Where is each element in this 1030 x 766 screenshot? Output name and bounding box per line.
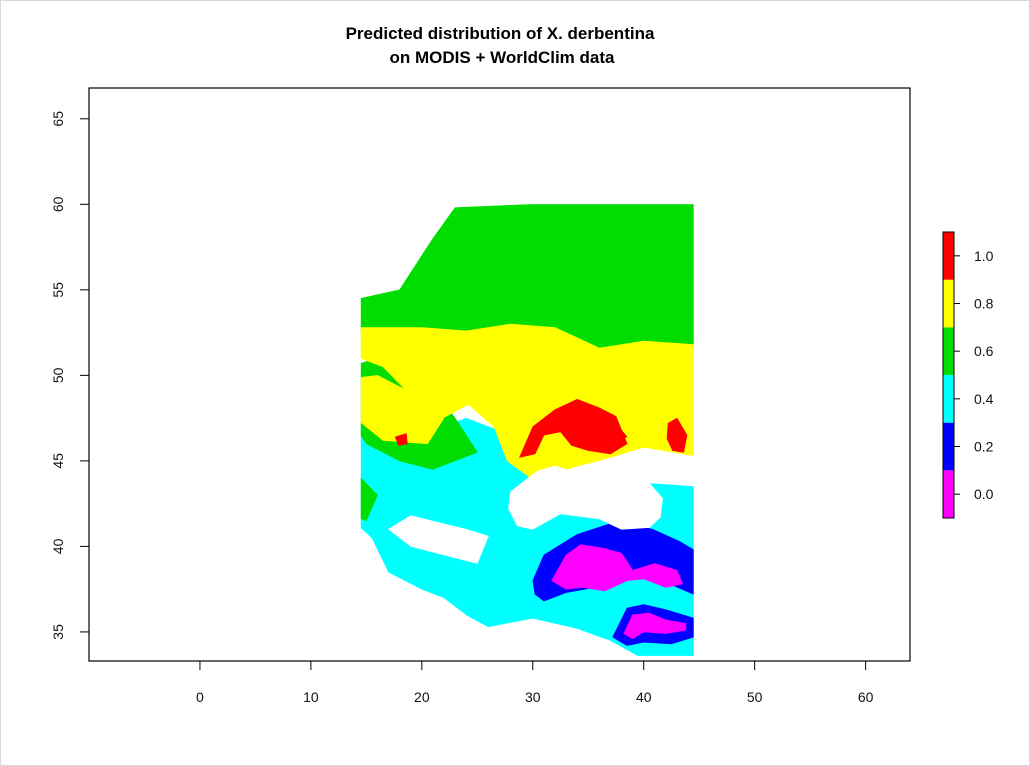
- x-axis: 0 10 20 30 40 50 60: [196, 660, 874, 705]
- region-magenta-13: [551, 544, 683, 592]
- region-green-3: [360, 477, 378, 522]
- legend-label-2: 0.4: [974, 391, 994, 407]
- legend-label-5: 1.0: [974, 248, 994, 264]
- x-tick-label-30: 30: [525, 689, 541, 705]
- legend-label-3: 0.6: [974, 343, 994, 359]
- region-white-16: [388, 515, 489, 564]
- legend-swatch-1: [943, 422, 954, 471]
- y-tick-label-40: 40: [50, 538, 66, 554]
- x-tick-label-10: 10: [303, 689, 319, 705]
- legend-swatch-2: [943, 375, 954, 423]
- prediction-raster: [360, 204, 694, 656]
- region-magenta-14: [623, 612, 687, 640]
- legend-label-4: 0.8: [974, 296, 994, 312]
- legend-swatch-4: [943, 279, 954, 328]
- region-red-8: [591, 419, 628, 446]
- legend-swatch-5: [943, 232, 954, 280]
- chart-title-line-1: Predicted distribution of X. derbentina: [346, 24, 655, 43]
- x-tick-label-50: 50: [747, 689, 763, 705]
- legend-swatch-3: [943, 327, 954, 375]
- y-tick-label-35: 35: [50, 624, 66, 640]
- y-tick-label-65: 65: [50, 111, 66, 127]
- x-tick-label-40: 40: [636, 689, 652, 705]
- region-white-15: [508, 465, 663, 530]
- region-red-10: [394, 433, 408, 446]
- region-yellow-6: [360, 375, 445, 445]
- x-tick-label-20: 20: [414, 689, 430, 705]
- y-tick-label-55: 55: [50, 282, 66, 298]
- chart-title-line-2: on MODIS + WorldClim data: [390, 48, 615, 67]
- y-tick-label-50: 50: [50, 367, 66, 383]
- region-white-17: [360, 204, 389, 226]
- region-red-7: [519, 398, 628, 458]
- y-axis: 35 40 45 50 55 60 65: [50, 111, 89, 640]
- legend-frame: [942, 231, 955, 519]
- x-tick-label-60: 60: [858, 689, 874, 705]
- y-tick-label-45: 45: [50, 453, 66, 469]
- legend-swatch-0: [943, 470, 954, 518]
- legend-label-0: 0.0: [974, 486, 994, 502]
- region-red-9: [666, 417, 688, 453]
- color-legend: 0.0 0.2 0.4 0.6 0.8 1.0: [942, 231, 994, 519]
- x-tick-label-0: 0: [196, 689, 204, 705]
- y-tick-label-60: 60: [50, 196, 66, 212]
- legend-label-1: 0.2: [974, 439, 994, 455]
